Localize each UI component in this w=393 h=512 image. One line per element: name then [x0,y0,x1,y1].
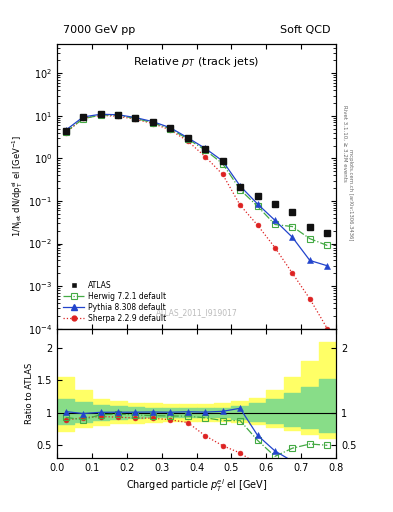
Text: ATLAS_2011_I919017: ATLAS_2011_I919017 [156,308,237,317]
Text: 7000 GeV pp: 7000 GeV pp [62,25,135,35]
Y-axis label: 1/N$_\mathrm{jet}$ dN/dp$_\mathrm{T}^\mathrm{el}$ el [GeV$^{-1}$]: 1/N$_\mathrm{jet}$ dN/dp$_\mathrm{T}^\ma… [11,135,25,238]
Text: Relative $p_T$ (track jets): Relative $p_T$ (track jets) [133,55,260,69]
Text: Soft QCD: Soft QCD [280,25,331,35]
X-axis label: Charged particle $p_T^{el}$ el [GeV]: Charged particle $p_T^{el}$ el [GeV] [126,477,267,494]
Text: Rivet 3.1.10, ≥ 3.2M events: Rivet 3.1.10, ≥ 3.2M events [343,105,348,182]
Y-axis label: Ratio to ATLAS: Ratio to ATLAS [25,363,34,424]
Text: mcplots.cern.ch [arXiv:1306.3436]: mcplots.cern.ch [arXiv:1306.3436] [348,149,353,240]
Legend: ATLAS, Herwig 7.2.1 default, Pythia 8.308 default, Sherpa 2.2.9 default: ATLAS, Herwig 7.2.1 default, Pythia 8.30… [61,279,169,325]
